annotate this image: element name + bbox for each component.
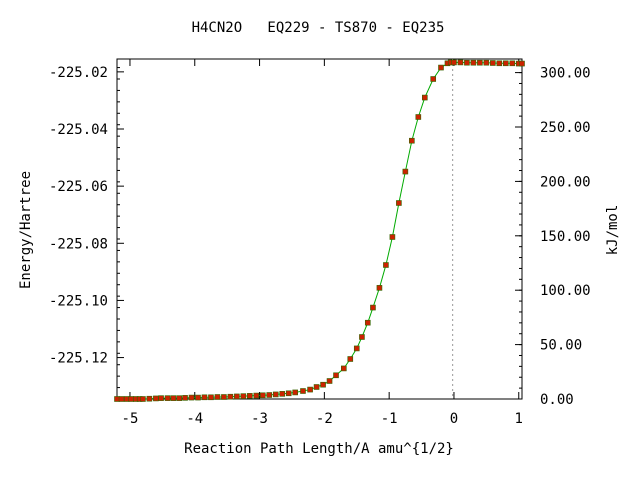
y-tick-label-left: -225.02 xyxy=(49,65,108,81)
plot-frame xyxy=(116,58,523,400)
data-point xyxy=(164,395,171,401)
chart-title: H4CN2O EQ229 - TS870 - EQ235 xyxy=(192,20,445,36)
y-tick-label-right: 0.00 xyxy=(540,392,574,408)
data-point xyxy=(170,395,177,401)
x-tick-label: -2 xyxy=(316,411,333,427)
x-tick-label: -5 xyxy=(122,411,139,427)
data-point xyxy=(359,334,365,340)
data-point xyxy=(153,395,159,402)
data-point xyxy=(176,395,183,401)
data-point xyxy=(519,60,525,67)
y-tick-label-left: -225.12 xyxy=(49,351,108,367)
y-tick-label-right: 300.00 xyxy=(540,66,591,82)
data-point xyxy=(195,394,201,401)
data-point xyxy=(483,59,490,66)
data-point xyxy=(118,396,125,402)
data-point-markers xyxy=(114,59,525,402)
data-point xyxy=(201,394,208,401)
data-point xyxy=(376,285,383,291)
x-axis-label: Reaction Path Length/A amu^{1/2} xyxy=(184,441,454,457)
y-tick-label-right: 50.00 xyxy=(540,338,582,354)
data-point xyxy=(396,200,402,206)
data-point xyxy=(247,393,253,399)
data-point xyxy=(509,60,516,67)
data-point xyxy=(266,392,273,398)
data-point xyxy=(313,384,320,390)
data-point xyxy=(208,394,214,401)
data-point xyxy=(370,304,376,311)
data-point xyxy=(457,59,464,66)
data-point xyxy=(496,60,503,67)
y-tick-label-left: -225.08 xyxy=(49,236,108,252)
data-point xyxy=(477,59,483,66)
data-point xyxy=(347,356,354,362)
data-point xyxy=(279,391,286,397)
y-axis-label-right: kJ/mol xyxy=(605,205,621,256)
data-point xyxy=(140,396,146,402)
data-point xyxy=(430,76,437,82)
y-axis-ticks-right: 300.00 250.00 200.00 150.00 100.00 50.00 0.00 xyxy=(515,61,591,408)
data-point xyxy=(234,393,240,400)
y-tick-label-right: 100.00 xyxy=(540,283,591,299)
data-point xyxy=(307,386,313,393)
data-point xyxy=(146,395,153,402)
y-tick-label-left: -225.10 xyxy=(49,293,108,309)
x-tick-label: -4 xyxy=(186,411,203,427)
data-point xyxy=(188,394,195,401)
energy-curve-line xyxy=(117,61,522,400)
data-point xyxy=(464,59,470,66)
data-point xyxy=(490,60,496,66)
y-tick-label-right: 250.00 xyxy=(540,120,591,136)
data-point xyxy=(240,393,247,399)
x-tick-label: -3 xyxy=(251,411,268,427)
data-point xyxy=(502,60,509,67)
data-point xyxy=(340,365,347,372)
y-axis-ticks-left: -225.02 -225.04 -225.06 -225.08 -225.10 -225.… xyxy=(49,65,124,400)
x-tick-label: -1 xyxy=(381,411,398,427)
x-tick-label: 1 xyxy=(515,411,523,427)
data-point xyxy=(214,394,221,400)
data-point xyxy=(409,137,415,144)
data-point xyxy=(182,395,188,401)
y-tick-label-right: 150.00 xyxy=(540,229,591,245)
data-point xyxy=(438,64,444,71)
data-point xyxy=(470,59,477,66)
data-point xyxy=(253,392,260,399)
data-point xyxy=(364,319,371,326)
x-axis-ticks: -5 -4 -3 -2 -1 0 1 xyxy=(122,59,523,427)
data-point xyxy=(421,94,428,101)
data-point xyxy=(389,234,396,240)
data-point xyxy=(259,392,266,399)
y-tick-label-left: -225.04 xyxy=(49,122,108,138)
data-point xyxy=(333,372,339,379)
data-point xyxy=(326,378,333,384)
data-point xyxy=(383,262,389,268)
data-point xyxy=(451,59,457,66)
data-point xyxy=(402,168,409,175)
x-tick-label: 0 xyxy=(450,411,458,427)
y-axis-label-left: Energy/Hartree xyxy=(18,171,34,289)
data-point xyxy=(221,394,227,400)
data-point xyxy=(353,345,360,352)
data-point xyxy=(158,395,164,401)
data-point xyxy=(272,391,279,398)
y-tick-label-left: -225.06 xyxy=(49,179,108,195)
y-tick-label-right: 200.00 xyxy=(540,174,591,190)
data-point xyxy=(300,388,306,394)
data-point xyxy=(320,381,326,388)
data-point xyxy=(415,114,422,120)
data-point xyxy=(285,390,292,397)
data-point xyxy=(227,393,234,400)
data-point xyxy=(292,389,299,396)
